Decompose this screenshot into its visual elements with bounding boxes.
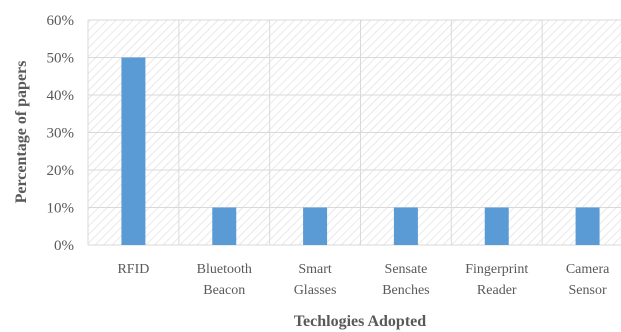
x-tick-label: RFID [117, 262, 149, 277]
x-tick-label: Beacon [203, 283, 245, 298]
y-axis-ticks: 0% 10% 20% 30% 40% 50% 60% [47, 13, 75, 254]
x-axis-title: Techlogies Adopted [294, 313, 426, 330]
x-tick-label: Fingerprint [465, 262, 528, 277]
y-tick-label: 30% [47, 126, 75, 142]
y-tick-label: 20% [47, 163, 75, 179]
x-tick-label: Camera [566, 262, 610, 277]
x-axis-ticks: RFID Bluetooth Beacon Smart Glasses Sensate Be… [117, 262, 610, 298]
gridlines [87, 19, 621, 246]
x-tick-label: Glasses [294, 283, 337, 298]
y-tick-label: 60% [47, 13, 75, 29]
y-tick-label: 50% [47, 51, 75, 67]
x-tick-label: Sensor [569, 283, 607, 298]
y-tick-label: 0% [54, 238, 74, 254]
bar [212, 207, 237, 245]
bar [484, 207, 509, 245]
bar [303, 207, 328, 245]
x-tick-label: Reader [477, 283, 517, 298]
y-axis-title: Percentage of papers [13, 61, 30, 204]
y-tick-label: 10% [47, 201, 75, 217]
y-tick-label: 40% [47, 88, 75, 104]
bar [575, 207, 600, 245]
bars [121, 57, 600, 245]
x-tick-label: Benches [382, 283, 429, 298]
bar [393, 207, 418, 245]
x-tick-label: Sensate [385, 262, 428, 277]
x-tick-label: Bluetooth [197, 262, 252, 277]
x-tick-label: Smart [298, 262, 332, 277]
bar [121, 57, 146, 245]
